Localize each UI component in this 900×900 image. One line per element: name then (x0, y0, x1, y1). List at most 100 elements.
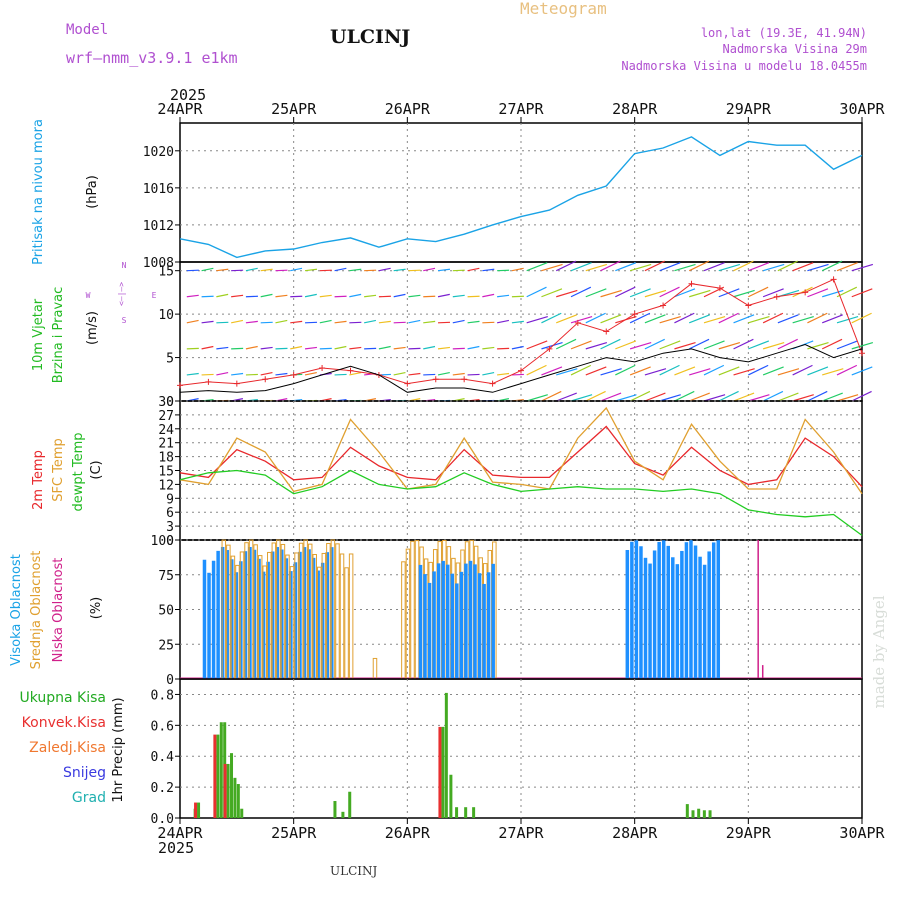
temp-dewpt-label: dewpt Temp (71, 432, 86, 511)
wind-barb (231, 319, 244, 324)
wind-barb (245, 320, 258, 324)
wind-barb (541, 312, 562, 324)
wind-barb (497, 372, 510, 376)
bottom-date-labels: 24APR 25APR 26APR 27APR 28APR 29APR 30APR (157, 818, 886, 842)
wind-barb (260, 346, 273, 350)
wind-barb (482, 371, 495, 376)
wind-barb (585, 288, 607, 298)
wind-barb (688, 338, 710, 350)
wind-barb (393, 293, 406, 298)
wind-barb (556, 314, 577, 324)
wind-barb (526, 340, 548, 350)
wind-barb (600, 260, 621, 272)
y-tick-label: 15 (158, 465, 174, 480)
precip-legend-item: Konvek.Kisa (22, 715, 106, 731)
cloud-bar (275, 547, 279, 679)
wind-barb (718, 312, 739, 324)
top-date-label: 29APR (726, 100, 772, 118)
elevation-text: Nadmorska Visina 29m (723, 42, 868, 56)
precip-total-bar (472, 807, 476, 818)
y-tick-label: 21 (158, 437, 174, 452)
precip-conv-bar (438, 726, 442, 818)
wind-barb (600, 338, 621, 350)
precip-legend-item: Grad (72, 790, 106, 806)
gust-marker (262, 376, 269, 383)
compass-e: E (152, 291, 157, 300)
wind-barb (541, 390, 562, 402)
wind-barb (585, 366, 607, 376)
temp-labels: 2m Temp SFC Temp dewpt Temp (C) (31, 432, 104, 511)
precip-total-bar (226, 763, 230, 818)
wind-barb (644, 368, 667, 376)
cloud-bar (266, 561, 270, 679)
cloud-bar (325, 552, 329, 679)
y-tick-label: 75 (158, 569, 174, 584)
wind-barb (807, 288, 829, 298)
wind-barb (659, 286, 680, 298)
temp-2m-line (179, 425, 863, 488)
wind-barb (555, 338, 577, 350)
precip-total-bar (230, 753, 234, 818)
wind-barb (437, 346, 451, 350)
precip-frame (179, 678, 863, 819)
wind-barb (629, 390, 651, 402)
wind-barb (570, 286, 592, 298)
cloud-bar (284, 558, 289, 679)
cloud-bar (248, 546, 252, 679)
wind-barb (408, 319, 421, 324)
top-date-label: 26APR (385, 100, 431, 118)
wind-barb (851, 366, 873, 376)
wind-barb (526, 364, 547, 376)
cloud-bar (293, 562, 298, 679)
wind-barb (570, 394, 593, 402)
wind-barb (748, 394, 770, 402)
pressure-frame (179, 122, 863, 263)
wind-barb (423, 267, 436, 272)
wind-barb (526, 394, 548, 402)
wind-barb (777, 314, 799, 324)
wind-barb (290, 345, 303, 350)
pressure-labels: Pritisak na nivou mora (hPa) (31, 119, 100, 265)
gust-marker (177, 382, 183, 389)
wind-barb (275, 294, 288, 298)
wind-barb (541, 263, 563, 272)
y-tick-label: 0.2 (151, 781, 174, 796)
cloud-bar (239, 561, 243, 679)
wind-barb (822, 289, 844, 298)
y-tick-label: 50 (158, 604, 174, 619)
wind-speed-line (179, 343, 863, 393)
wind-barb (792, 394, 814, 402)
wind-barb (260, 268, 273, 272)
wind-barb (762, 390, 784, 402)
wind-barb (497, 294, 510, 298)
cloud-bar (330, 547, 334, 679)
wind-barb (851, 312, 872, 324)
wind-barb (600, 368, 622, 376)
wind-barb (245, 267, 258, 272)
pressure-unit: (hPa) (85, 175, 100, 209)
wind-barb (216, 346, 229, 350)
gust-marker (489, 380, 496, 387)
precip-labels: 1hr Precip (mm) Ukupna Kisa Konvek.Kisa Za… (19, 690, 126, 806)
wind-barb (555, 260, 577, 272)
wind-barb (674, 263, 696, 272)
precip-total-bar (697, 808, 701, 818)
wind-barb (467, 345, 480, 350)
y-tick-label: 5 (166, 352, 174, 367)
y-tick-label: 18 (158, 451, 174, 466)
wind-barb (186, 319, 199, 324)
cloud-bar (427, 582, 432, 679)
wind-unit: (m/s) (85, 311, 100, 345)
wind-barb (378, 345, 391, 350)
wind-barb (777, 368, 800, 376)
wind-barb (836, 315, 859, 324)
wind-barb (629, 263, 652, 272)
bottom-date-label: 29APR (726, 824, 772, 842)
y-tick-label: 0.8 (151, 688, 174, 703)
wind-barb (290, 320, 303, 324)
y-tick-label: 1020 (143, 145, 174, 160)
wind-barb (836, 286, 858, 298)
wind-barb (556, 368, 578, 376)
wind-barb (777, 260, 798, 272)
